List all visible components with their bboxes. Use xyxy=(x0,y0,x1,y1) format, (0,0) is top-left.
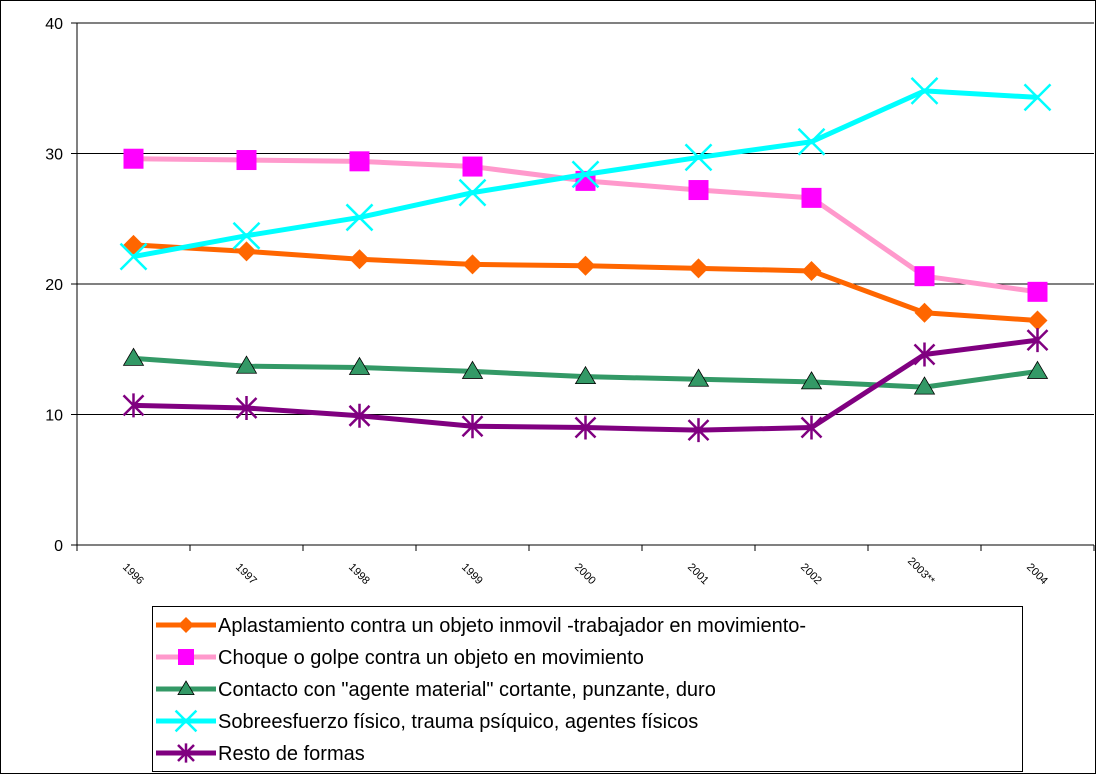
y-tick-label: 30 xyxy=(45,147,63,164)
legend-marker xyxy=(174,709,198,733)
data-point xyxy=(688,180,709,201)
data-point xyxy=(687,368,710,387)
legend-marker xyxy=(177,743,195,763)
data-point xyxy=(119,242,148,271)
data-point xyxy=(349,249,370,270)
data-point xyxy=(348,356,371,375)
data-point xyxy=(235,355,258,374)
data-point xyxy=(574,415,597,440)
data-point xyxy=(914,302,935,323)
data-point xyxy=(461,360,484,379)
legend-label: Aplastamiento contra un objeto inmovil -… xyxy=(218,615,806,637)
data-point xyxy=(122,347,145,366)
data-point xyxy=(797,127,826,156)
y-tick-label: 10 xyxy=(45,408,63,425)
data-point xyxy=(348,403,371,428)
data-point xyxy=(345,203,374,232)
data-point xyxy=(910,76,939,105)
y-tick-label: 40 xyxy=(45,16,63,33)
data-point xyxy=(575,255,596,276)
data-point xyxy=(1026,328,1049,353)
data-point xyxy=(688,258,709,279)
data-point xyxy=(123,148,144,169)
data-point xyxy=(1023,83,1052,112)
data-point xyxy=(232,221,261,250)
data-point xyxy=(462,254,483,275)
y-tick-label: 20 xyxy=(45,277,63,294)
data-point xyxy=(235,395,258,420)
data-point xyxy=(1027,281,1048,302)
data-point xyxy=(913,342,936,367)
data-point xyxy=(687,418,710,443)
data-point xyxy=(462,156,483,177)
data-point xyxy=(574,365,597,385)
data-point xyxy=(349,151,370,172)
data-point xyxy=(801,187,822,208)
data-point xyxy=(684,143,713,172)
data-point xyxy=(236,241,257,262)
legend-label: Choque o golpe contra un objeto en movim… xyxy=(218,647,644,669)
y-tick-label: 0 xyxy=(54,538,63,555)
data-point xyxy=(800,371,823,390)
data-point xyxy=(913,376,936,395)
legend-label: Resto de formas xyxy=(218,743,365,765)
legend-marker xyxy=(178,617,194,633)
data-point xyxy=(571,160,600,189)
data-point xyxy=(1026,360,1049,379)
legend-label: Contacto con "agente material" cortante,… xyxy=(218,679,716,701)
data-point xyxy=(801,260,822,281)
data-point xyxy=(800,415,823,440)
legend-label: Sobreesfuerzo físico, trauma psíquico, a… xyxy=(218,711,698,733)
data-point xyxy=(1027,310,1048,331)
data-point xyxy=(236,150,257,171)
legend-box xyxy=(152,606,1023,772)
legend-marker xyxy=(177,680,195,695)
legend-marker xyxy=(178,649,194,665)
data-point xyxy=(458,178,487,207)
data-point xyxy=(914,266,935,287)
data-point xyxy=(461,414,484,439)
data-point xyxy=(122,393,145,418)
